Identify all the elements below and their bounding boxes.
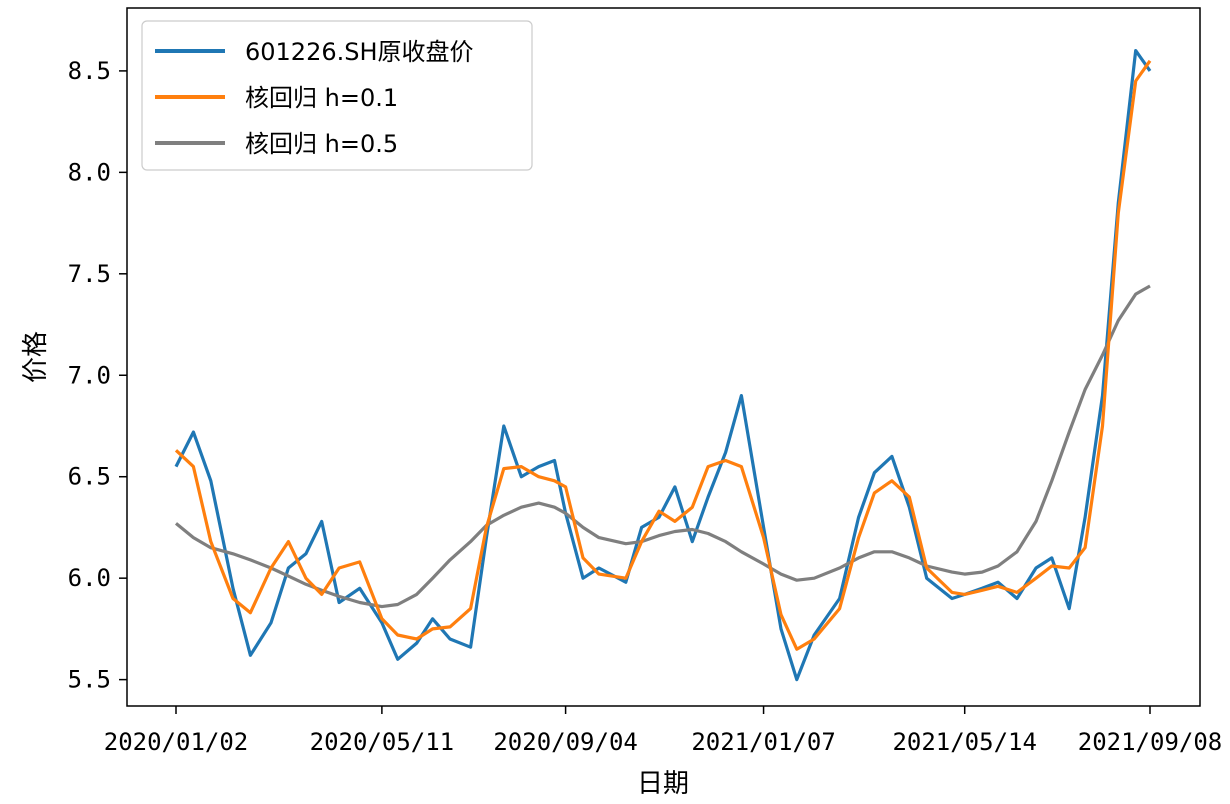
y-tick-label: 7.5	[68, 260, 111, 288]
series-line-h01	[174, 59, 1152, 651]
y-tick-label: 6.5	[68, 463, 111, 491]
legend-label-h05: 核回归 h=0.5	[245, 130, 398, 158]
y-axis-title: 价格	[21, 331, 51, 383]
y-tick-label: 6.0	[68, 564, 111, 592]
x-tick-label: 2021/01/07	[691, 728, 836, 756]
plot-frame	[126, 7, 1201, 707]
x-tick-label: 2020/01/02	[104, 728, 249, 756]
x-axis-title: 日期	[637, 769, 689, 799]
y-axis: 5.5 6.0 6.5 7.0 7.5 8.0 8.5	[68, 57, 127, 694]
series-line-raw	[174, 48, 1152, 682]
legend: 601226.SH原收盘价 核回归 h=0.1 核回归 h=0.5	[141, 20, 533, 171]
x-tick-label: 2020/09/04	[493, 728, 638, 756]
y-tick-label: 8.5	[68, 57, 111, 85]
series-line-h05	[174, 284, 1151, 609]
x-tick-label: 2021/09/08	[1078, 728, 1223, 756]
x-tick-label: 2020/05/11	[310, 728, 455, 756]
x-tick-label: 2021/05/14	[892, 728, 1037, 756]
legend-label-h01: 核回归 h=0.1	[245, 84, 398, 112]
y-tick-label: 7.0	[68, 361, 111, 389]
legend-frame	[141, 20, 533, 171]
series-layer	[174, 48, 1152, 682]
y-tick-label: 8.0	[68, 158, 111, 186]
legend-label-raw: 601226.SH原收盘价	[245, 38, 474, 66]
y-tick-label: 5.5	[68, 666, 111, 694]
x-axis: 2020/01/02 2020/05/11 2020/09/04 2021/01/07…	[104, 706, 1223, 756]
